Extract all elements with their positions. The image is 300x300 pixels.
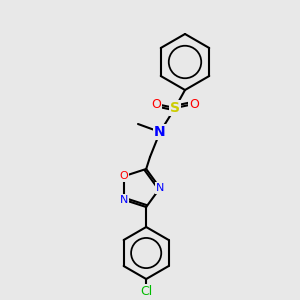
Text: N: N [154, 125, 166, 139]
Text: S: S [170, 101, 180, 115]
Text: N: N [120, 195, 128, 205]
Text: N: N [156, 183, 164, 193]
Text: O: O [119, 171, 128, 181]
Text: Cl: Cl [140, 284, 152, 298]
Text: O: O [151, 98, 161, 110]
Text: O: O [189, 98, 199, 110]
